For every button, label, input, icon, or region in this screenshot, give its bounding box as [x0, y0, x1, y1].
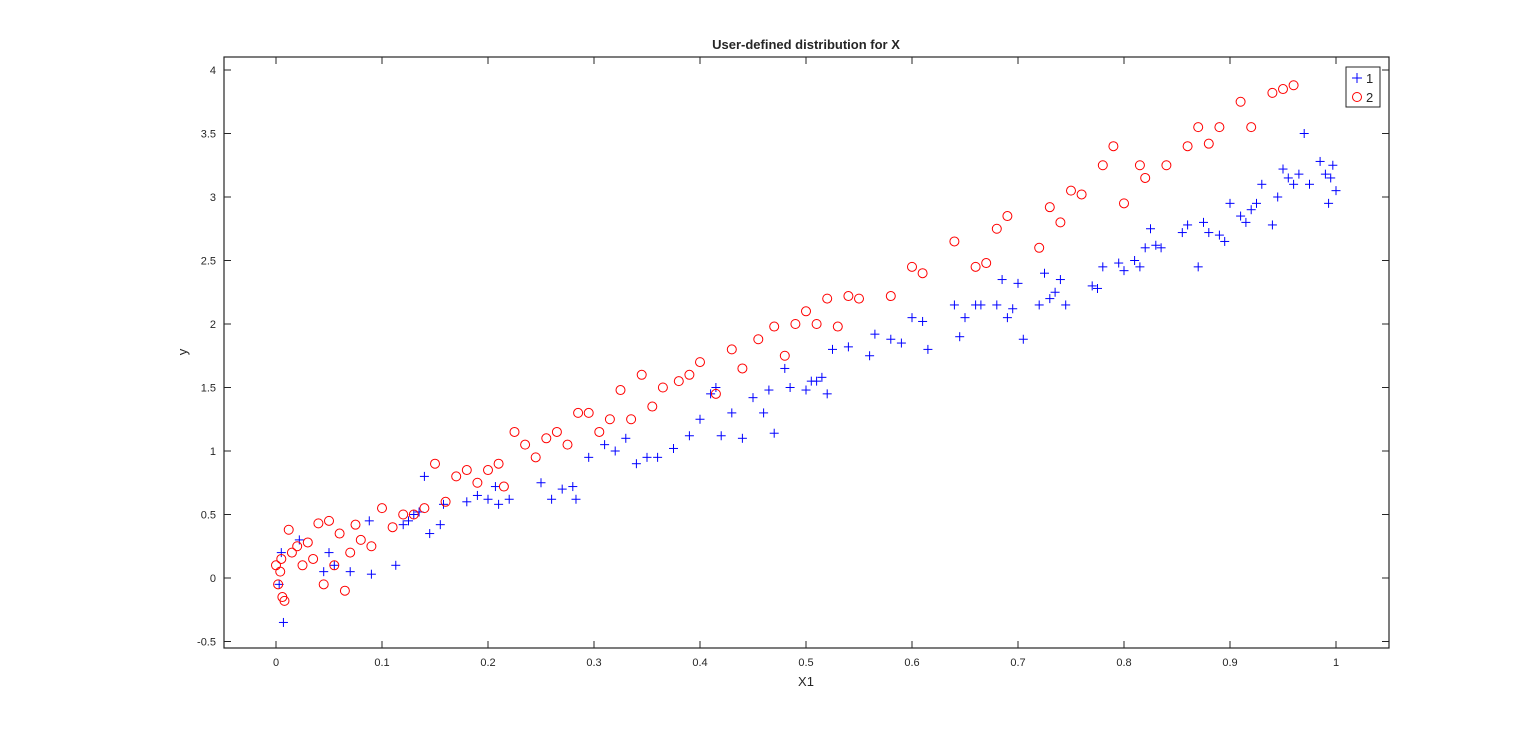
y-tick-label: 2.5 [201, 256, 216, 268]
chart-title: User-defined distribution for X [712, 37, 900, 52]
y-tick-label: 1 [210, 446, 216, 458]
y-axis-label: y [175, 348, 190, 355]
y-tick-label: 0 [210, 573, 216, 585]
y-tick-label: 3.5 [201, 129, 216, 141]
x-tick-label: 0.8 [1116, 657, 1131, 669]
y-tick-label: 1.5 [201, 383, 216, 395]
y-tick-label: 3 [210, 192, 216, 204]
series-2-points [271, 80, 1299, 606]
y-tick-label: -0.5 [197, 637, 216, 649]
series-1-points [274, 129, 1341, 627]
x-axis-label: X1 [798, 674, 814, 689]
y-tick-label: 4 [210, 65, 216, 77]
x-tick-label: 0.5 [798, 657, 813, 669]
y-axis-ticks: -0.5 0 0.5 1 1.5 2 2.5 3 3.5 4 [197, 65, 1389, 649]
x-tick-label: 0.3 [586, 657, 601, 669]
x-tick-label: 0.7 [1010, 657, 1025, 669]
legend-circle-icon [1352, 92, 1362, 102]
legend-plus-icon [1352, 73, 1362, 83]
x-tick-label: 0.6 [904, 657, 919, 669]
y-tick-label: 0.5 [201, 510, 216, 522]
x-tick-label: 0.1 [374, 657, 389, 669]
legend: 1 2 [1345, 66, 1381, 108]
legend-label-1: 1 [1366, 71, 1373, 86]
legend-box [1345, 66, 1381, 108]
x-tick-label: 0.4 [692, 657, 707, 669]
legend-label-2: 2 [1366, 90, 1373, 105]
x-tick-label: 0.2 [480, 657, 495, 669]
x-tick-label: 1 [1333, 657, 1339, 669]
x-axis-ticks: 0 0.1 0.2 0.3 0.4 0.5 0.6 0.7 0.8 0.9 1 [273, 57, 1339, 669]
x-tick-label: 0 [273, 657, 279, 669]
x-tick-label: 0.9 [1222, 657, 1237, 669]
y-tick-label: 2 [210, 319, 216, 331]
